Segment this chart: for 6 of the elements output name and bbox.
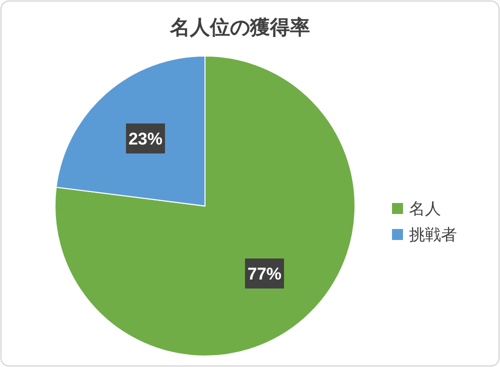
data-label: 23% xyxy=(128,129,162,148)
legend-label: 挑戦者 xyxy=(409,226,457,244)
chart-title: 名人位の獲得率 xyxy=(169,16,310,39)
pie-slice xyxy=(54,56,356,356)
data-label: 77% xyxy=(248,264,282,284)
legend-label: 名人 xyxy=(409,201,441,218)
